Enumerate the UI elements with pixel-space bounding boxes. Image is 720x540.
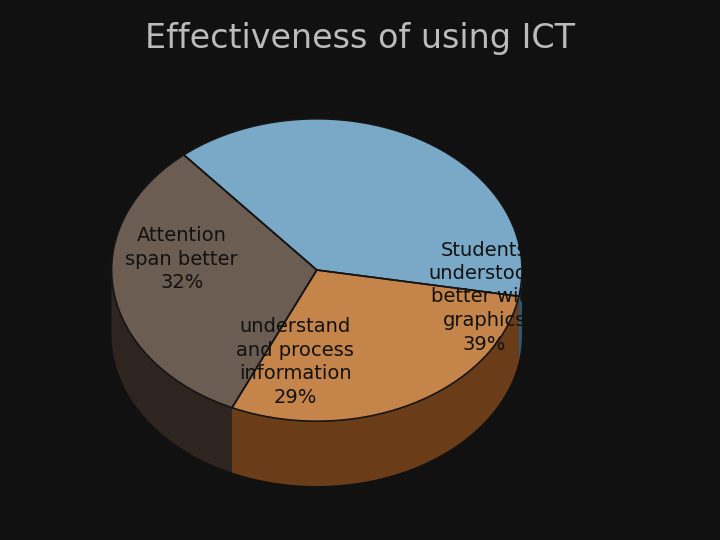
Polygon shape [232,270,317,472]
Polygon shape [232,361,519,486]
Polygon shape [317,270,519,361]
Text: understand
and process
information
29%: understand and process information 29% [236,317,354,407]
Polygon shape [112,335,232,472]
Polygon shape [519,271,522,361]
Text: Attention
span better
32%: Attention span better 32% [125,226,238,292]
Polygon shape [232,270,317,472]
Polygon shape [232,296,519,486]
Polygon shape [317,270,519,361]
Polygon shape [112,155,317,408]
Polygon shape [112,270,232,472]
Polygon shape [232,270,519,421]
Text: Students
understood
better with
graphics
39%: Students understood better with graphics… [428,240,540,354]
Text: Effectiveness of using ICT: Effectiveness of using ICT [145,22,575,55]
Polygon shape [184,119,522,296]
Polygon shape [519,335,522,361]
